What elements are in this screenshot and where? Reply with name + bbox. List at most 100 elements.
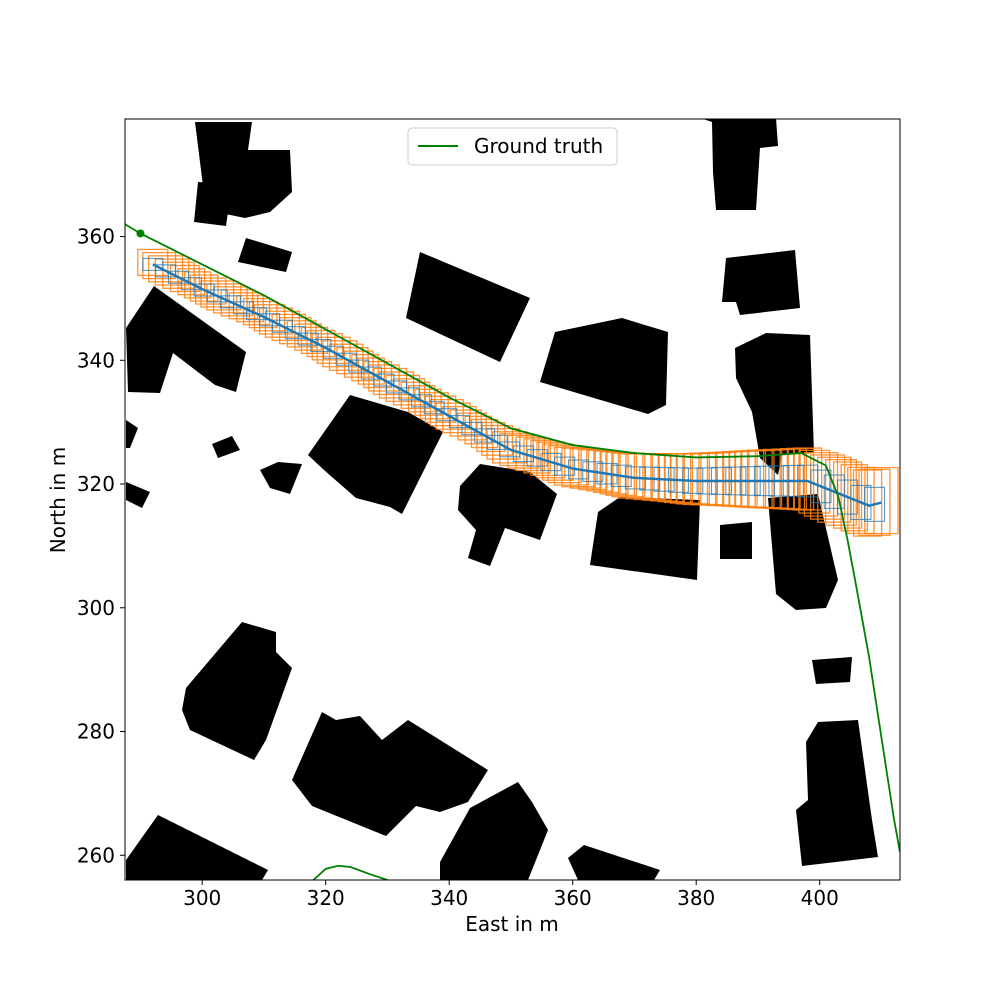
- uncertainty-box: [547, 445, 582, 484]
- building-19: [212, 436, 240, 458]
- estimate-box: [610, 464, 632, 488]
- estimate-box: [810, 469, 832, 504]
- estimate-box: [335, 352, 357, 366]
- estimate-box: [348, 359, 370, 373]
- building-5: [540, 318, 668, 414]
- estimate-box: [499, 441, 521, 458]
- building-6: [703, 119, 778, 210]
- estimate-box: [323, 345, 345, 359]
- building-9: [768, 494, 838, 610]
- estimate-boxes-layer: [137, 248, 899, 537]
- uncertainty-box: [481, 424, 514, 456]
- uncertainty-box: [184, 271, 212, 299]
- uncertainty-box: [316, 336, 351, 364]
- estimate-box: [823, 474, 845, 509]
- estimate-track-line: [152, 263, 882, 507]
- estimate-box: [568, 459, 590, 480]
- y-tick-label: 260: [77, 843, 115, 867]
- uncertainty-box: [536, 441, 566, 479]
- building-23: [440, 782, 548, 880]
- building-11: [796, 720, 878, 866]
- ground-truth-line-2: [312, 864, 388, 880]
- estimate-box: [582, 461, 604, 482]
- ground-truth-line-1: [125, 223, 900, 853]
- y-tick-label: 300: [77, 596, 115, 620]
- y-tick-label: 340: [77, 348, 115, 372]
- x-tick-label: 380: [677, 886, 715, 910]
- uncertainty-box: [847, 466, 875, 535]
- estimate-box: [554, 456, 576, 476]
- plot-frame: [124, 118, 901, 881]
- building-25: [568, 845, 660, 880]
- building-8: [735, 333, 814, 475]
- building-14: [458, 464, 557, 566]
- x-tick-label: 360: [554, 886, 592, 910]
- x-tick-label: 300: [183, 886, 221, 910]
- building-24: [126, 815, 268, 880]
- estimate-box: [512, 445, 534, 463]
- uncertainty-box: [378, 371, 415, 399]
- estimate-box: [596, 462, 618, 485]
- estimate-box: [360, 366, 382, 380]
- estimate-box: [448, 415, 470, 429]
- building-17: [126, 420, 138, 448]
- uncertainty-box: [470, 418, 499, 449]
- estimate-box: [436, 408, 458, 422]
- uncertainty-box: [328, 343, 364, 371]
- uncertainty-box: [840, 464, 869, 532]
- y-axis-label: North in m: [46, 447, 70, 553]
- legend: Ground truth: [407, 127, 618, 166]
- uncertainty-box: [476, 421, 506, 453]
- uncertainty-box: [200, 280, 235, 308]
- x-tick-label: 340: [430, 886, 468, 910]
- uncertainty-box: [407, 385, 436, 413]
- estimate-box: [540, 452, 562, 472]
- x-tick-label: 320: [307, 886, 345, 910]
- building-18: [126, 482, 150, 508]
- uncertainty-box: [306, 329, 336, 358]
- x-tick-label: 400: [801, 886, 839, 910]
- uncertainty-box: [177, 268, 206, 296]
- uncertainty-box: [213, 286, 248, 314]
- building-2: [194, 182, 232, 226]
- series-layer: [125, 223, 900, 880]
- y-tick-label: 320: [77, 472, 115, 496]
- uncertainty-box: [464, 415, 493, 445]
- uncertainty-box: [530, 439, 558, 476]
- estimate-box: [526, 449, 548, 467]
- estimate-box: [411, 394, 433, 408]
- y-tick-label: 280: [77, 720, 115, 744]
- uncertainty-box: [236, 295, 264, 323]
- uncertainty-box: [368, 364, 400, 392]
- building-21: [182, 622, 292, 760]
- estimate-box: [398, 387, 420, 401]
- building-4: [406, 252, 530, 362]
- uncertainty-box: [195, 277, 227, 305]
- legend-box: [407, 127, 618, 166]
- uncertainty-box: [852, 469, 883, 537]
- y-axis-ticks: 260 280 300 320 340 360: [77, 225, 125, 867]
- uncertainty-box: [419, 392, 449, 420]
- building-22: [292, 712, 488, 836]
- estimate-box: [423, 401, 445, 415]
- building-10: [812, 657, 852, 684]
- building-13: [590, 497, 700, 580]
- building-12: [720, 522, 752, 559]
- uncertainty-box: [357, 357, 386, 385]
- building-16: [126, 286, 246, 393]
- building-3: [238, 238, 292, 272]
- building-20: [260, 462, 302, 494]
- uncertainty-box: [322, 340, 358, 368]
- buildings-layer: [126, 119, 878, 880]
- estimate-box: [850, 484, 872, 520]
- estimate-box: [385, 380, 408, 394]
- x-axis-label: East in m: [465, 912, 559, 936]
- uncertainty-box: [492, 431, 528, 464]
- estimate-box: [373, 373, 395, 387]
- uncertainty-box: [189, 274, 219, 302]
- building-15: [308, 395, 443, 514]
- ground-truth-start-marker: [136, 229, 145, 238]
- uncertainty-box: [792, 447, 823, 511]
